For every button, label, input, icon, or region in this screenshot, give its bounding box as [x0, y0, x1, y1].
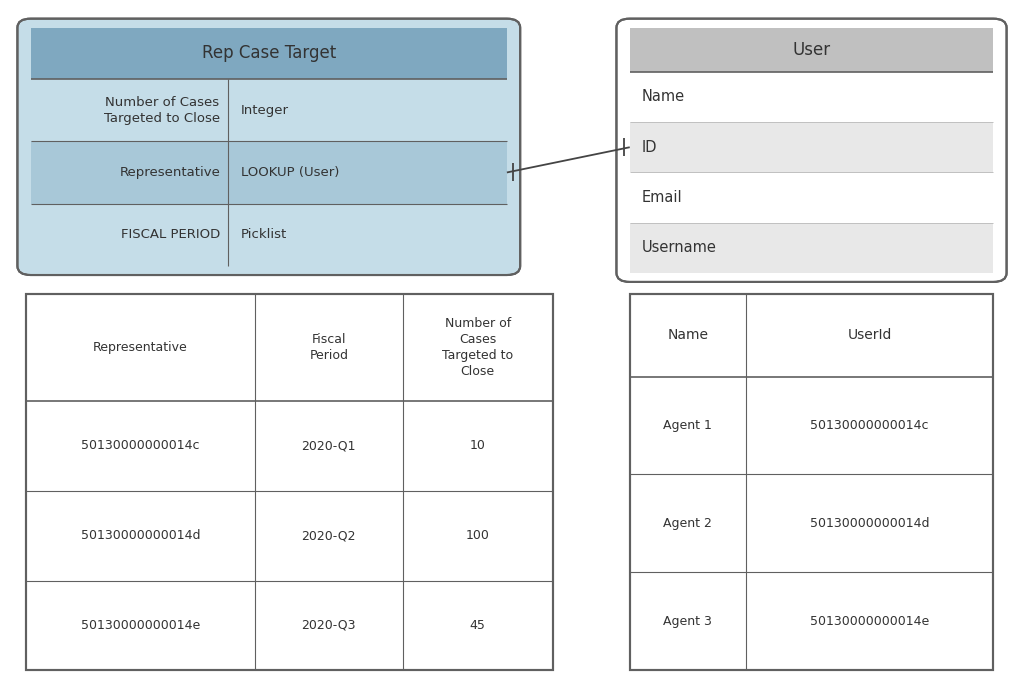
Bar	[26, 294, 553, 670]
Text: Agent 2: Agent 2	[664, 517, 713, 530]
Bar	[31, 141, 507, 204]
Text: Name: Name	[668, 328, 709, 342]
Bar	[26, 294, 553, 670]
Text: 2020-Q3: 2020-Q3	[302, 619, 356, 632]
Text: 50130000000014e: 50130000000014e	[81, 619, 200, 632]
Text: 50130000000014c: 50130000000014c	[810, 419, 929, 432]
Bar	[630, 172, 993, 223]
Bar	[630, 28, 993, 72]
Text: ID: ID	[642, 140, 657, 155]
Text: 2020-Q2: 2020-Q2	[302, 529, 356, 542]
Bar	[630, 122, 993, 172]
Text: Representative: Representative	[93, 341, 187, 354]
Text: 50130000000014d: 50130000000014d	[81, 529, 200, 542]
Text: Rep Case Target: Rep Case Target	[202, 44, 336, 62]
Text: 45: 45	[470, 619, 485, 632]
Text: Agent 1: Agent 1	[664, 419, 713, 432]
Text: 50130000000014d: 50130000000014d	[810, 517, 930, 530]
Bar	[31, 204, 507, 266]
Text: Email: Email	[642, 190, 683, 205]
Text: FISCAL PERIOD: FISCAL PERIOD	[121, 228, 220, 241]
FancyBboxPatch shape	[17, 19, 520, 275]
Text: Representative: Representative	[119, 166, 220, 179]
Text: 100: 100	[466, 529, 489, 542]
Text: UserId: UserId	[848, 328, 892, 342]
Bar	[31, 28, 507, 79]
Bar	[630, 223, 993, 273]
Bar	[31, 79, 507, 141]
Bar	[630, 294, 993, 670]
Text: Picklist: Picklist	[241, 228, 287, 241]
Text: Integer: Integer	[241, 104, 289, 117]
Text: Fiscal
Period: Fiscal Period	[309, 333, 348, 362]
Text: Agent 3: Agent 3	[664, 615, 713, 628]
Text: User: User	[793, 41, 830, 59]
Text: 2020-Q1: 2020-Q1	[302, 439, 356, 453]
Bar	[630, 72, 993, 122]
Bar	[630, 294, 993, 670]
Text: 50130000000014e: 50130000000014e	[810, 615, 930, 628]
Text: Name: Name	[642, 89, 685, 104]
Text: Username: Username	[642, 240, 717, 255]
Text: 50130000000014c: 50130000000014c	[81, 439, 200, 453]
Text: 10: 10	[470, 439, 485, 453]
Text: LOOKUP (User): LOOKUP (User)	[241, 166, 339, 179]
Text: Number of Cases
Targeted to Close: Number of Cases Targeted to Close	[104, 95, 220, 124]
FancyBboxPatch shape	[616, 19, 1007, 282]
Text: Number of
Cases
Targeted to
Close: Number of Cases Targeted to Close	[442, 317, 513, 378]
